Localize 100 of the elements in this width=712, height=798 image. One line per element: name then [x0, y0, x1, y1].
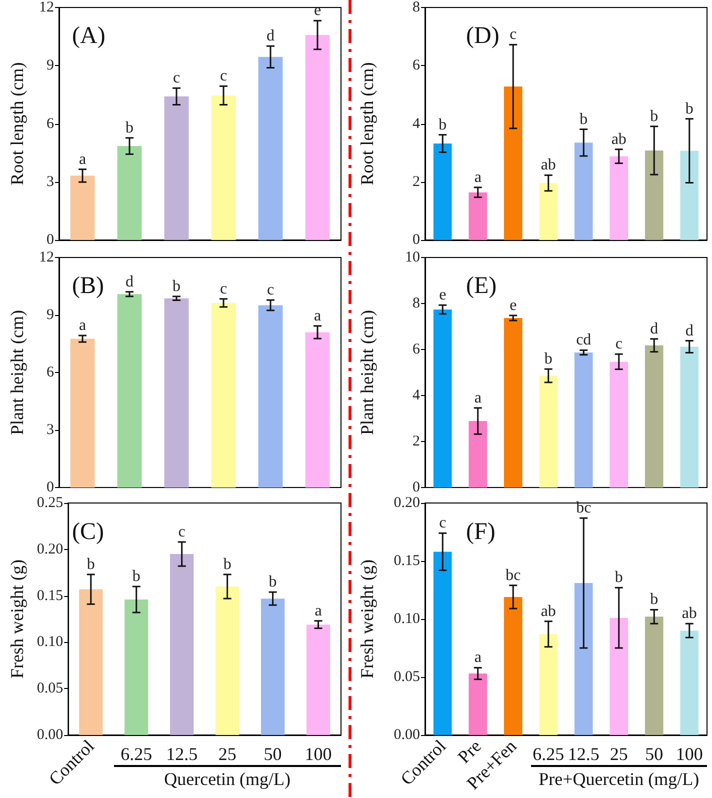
- x-tick-label: 12.5: [568, 744, 600, 764]
- y-tick-label: 6: [46, 364, 54, 380]
- x-tick-label: 50: [645, 744, 664, 764]
- annotation: d: [685, 322, 694, 340]
- annotation: a: [78, 317, 86, 334]
- y-tick-label: 12: [39, 0, 54, 16]
- annotation: bc: [506, 566, 521, 584]
- bar: [117, 294, 142, 488]
- annotation: a: [314, 307, 322, 324]
- bar: [164, 298, 189, 488]
- y-tick-label: 12: [39, 250, 54, 266]
- annotation: b: [614, 569, 623, 586]
- bar: [468, 674, 488, 735]
- bar: [468, 192, 488, 240]
- bar: [644, 150, 664, 240]
- bar: [164, 96, 189, 240]
- bar: [215, 586, 240, 735]
- bar: [260, 598, 285, 735]
- bar: [574, 583, 593, 735]
- y-tick-label: 10: [405, 250, 420, 266]
- annotation: b: [544, 350, 552, 368]
- annotation: b: [132, 568, 140, 586]
- bar: [70, 176, 95, 240]
- y-tick-label: 2: [412, 434, 420, 450]
- y-tick-label: 3: [46, 422, 54, 438]
- annotation: ab: [682, 605, 697, 622]
- y-tick-label: 3: [46, 174, 54, 190]
- annotation: b: [580, 110, 588, 128]
- bar: [117, 146, 142, 240]
- text: (E): [466, 273, 497, 299]
- annotation: a: [474, 168, 482, 186]
- annotation: ab: [540, 156, 556, 174]
- annotation: c: [220, 68, 228, 85]
- annotation: c: [615, 336, 622, 353]
- y-tick-label: 0.05: [36, 680, 64, 697]
- bar: [124, 600, 148, 735]
- y-tick-label: 8: [412, 0, 420, 16]
- annotation: b: [438, 116, 447, 134]
- bar: [306, 624, 330, 735]
- y-tick-label: 0.10: [394, 611, 420, 627]
- x-tick-label: 50: [264, 744, 282, 764]
- bar: [574, 352, 593, 488]
- bar: [610, 156, 628, 240]
- bar: [433, 552, 452, 735]
- x-tick-label: 25: [610, 744, 628, 764]
- bar: [170, 554, 194, 735]
- annotation: bc: [576, 500, 592, 517]
- y-tick-label: 0.05: [394, 669, 420, 685]
- y-tick-label: 0.10: [36, 634, 64, 650]
- annotation: b: [685, 100, 694, 118]
- y-axis-title: Plant height (cm): [357, 310, 377, 435]
- x-tick-label: 6.25: [532, 744, 564, 764]
- text: (D): [466, 23, 500, 49]
- annotation: b: [86, 556, 95, 573]
- annotation: ab: [611, 130, 626, 148]
- bar: [211, 302, 236, 488]
- y-tick-label: 0.00: [394, 727, 420, 743]
- x-axis-title: Quercetin (mg/L): [164, 769, 291, 789]
- bar: [211, 95, 236, 240]
- y-tick-label: 6: [412, 58, 420, 74]
- bar: [305, 332, 330, 488]
- annotation: a: [314, 602, 322, 620]
- annotation: c: [220, 280, 228, 298]
- bar: [539, 634, 558, 735]
- y-tick-label: 0.00: [36, 727, 64, 743]
- bar: [258, 56, 283, 240]
- annotation: b: [223, 556, 232, 573]
- bar: [468, 421, 488, 488]
- y-tick-label: 0: [46, 480, 54, 496]
- y-tick-label: 0: [412, 480, 420, 496]
- annotation: d: [650, 320, 658, 338]
- bar: [79, 589, 103, 735]
- bar: [644, 616, 664, 735]
- annotation: b: [126, 119, 134, 136]
- text: (A): [72, 23, 106, 49]
- bar: [644, 345, 664, 488]
- y-tick-label: 4: [412, 388, 420, 404]
- y-tick-label: 4: [412, 116, 420, 132]
- annotation: d: [266, 28, 274, 45]
- y-axis-title: Fresh weight (g): [7, 560, 27, 678]
- annotation: e: [439, 286, 446, 304]
- y-tick-label: 0: [46, 232, 54, 248]
- bar: [680, 150, 699, 240]
- y-axis-title: Root length (cm): [7, 62, 27, 186]
- x-axis-title: Pre+Quercetin (mg/L): [538, 769, 700, 789]
- x-tick-label: 100: [304, 744, 332, 764]
- y-tick-label: 6: [46, 116, 54, 132]
- y-axis-title: Plant height (cm): [7, 310, 27, 435]
- annotation: b: [650, 108, 658, 125]
- x-tick-label: 6.25: [120, 744, 152, 764]
- y-tick-label: 0.15: [36, 588, 64, 604]
- annotation: a: [474, 389, 482, 406]
- bar: [433, 144, 452, 240]
- text: (F): [466, 519, 496, 545]
- bar: [258, 305, 283, 488]
- y-tick-label: 2: [412, 174, 420, 190]
- y-tick-label: 0.15: [394, 553, 420, 569]
- bar: [610, 362, 628, 488]
- bar: [610, 618, 628, 735]
- bar: [70, 338, 95, 488]
